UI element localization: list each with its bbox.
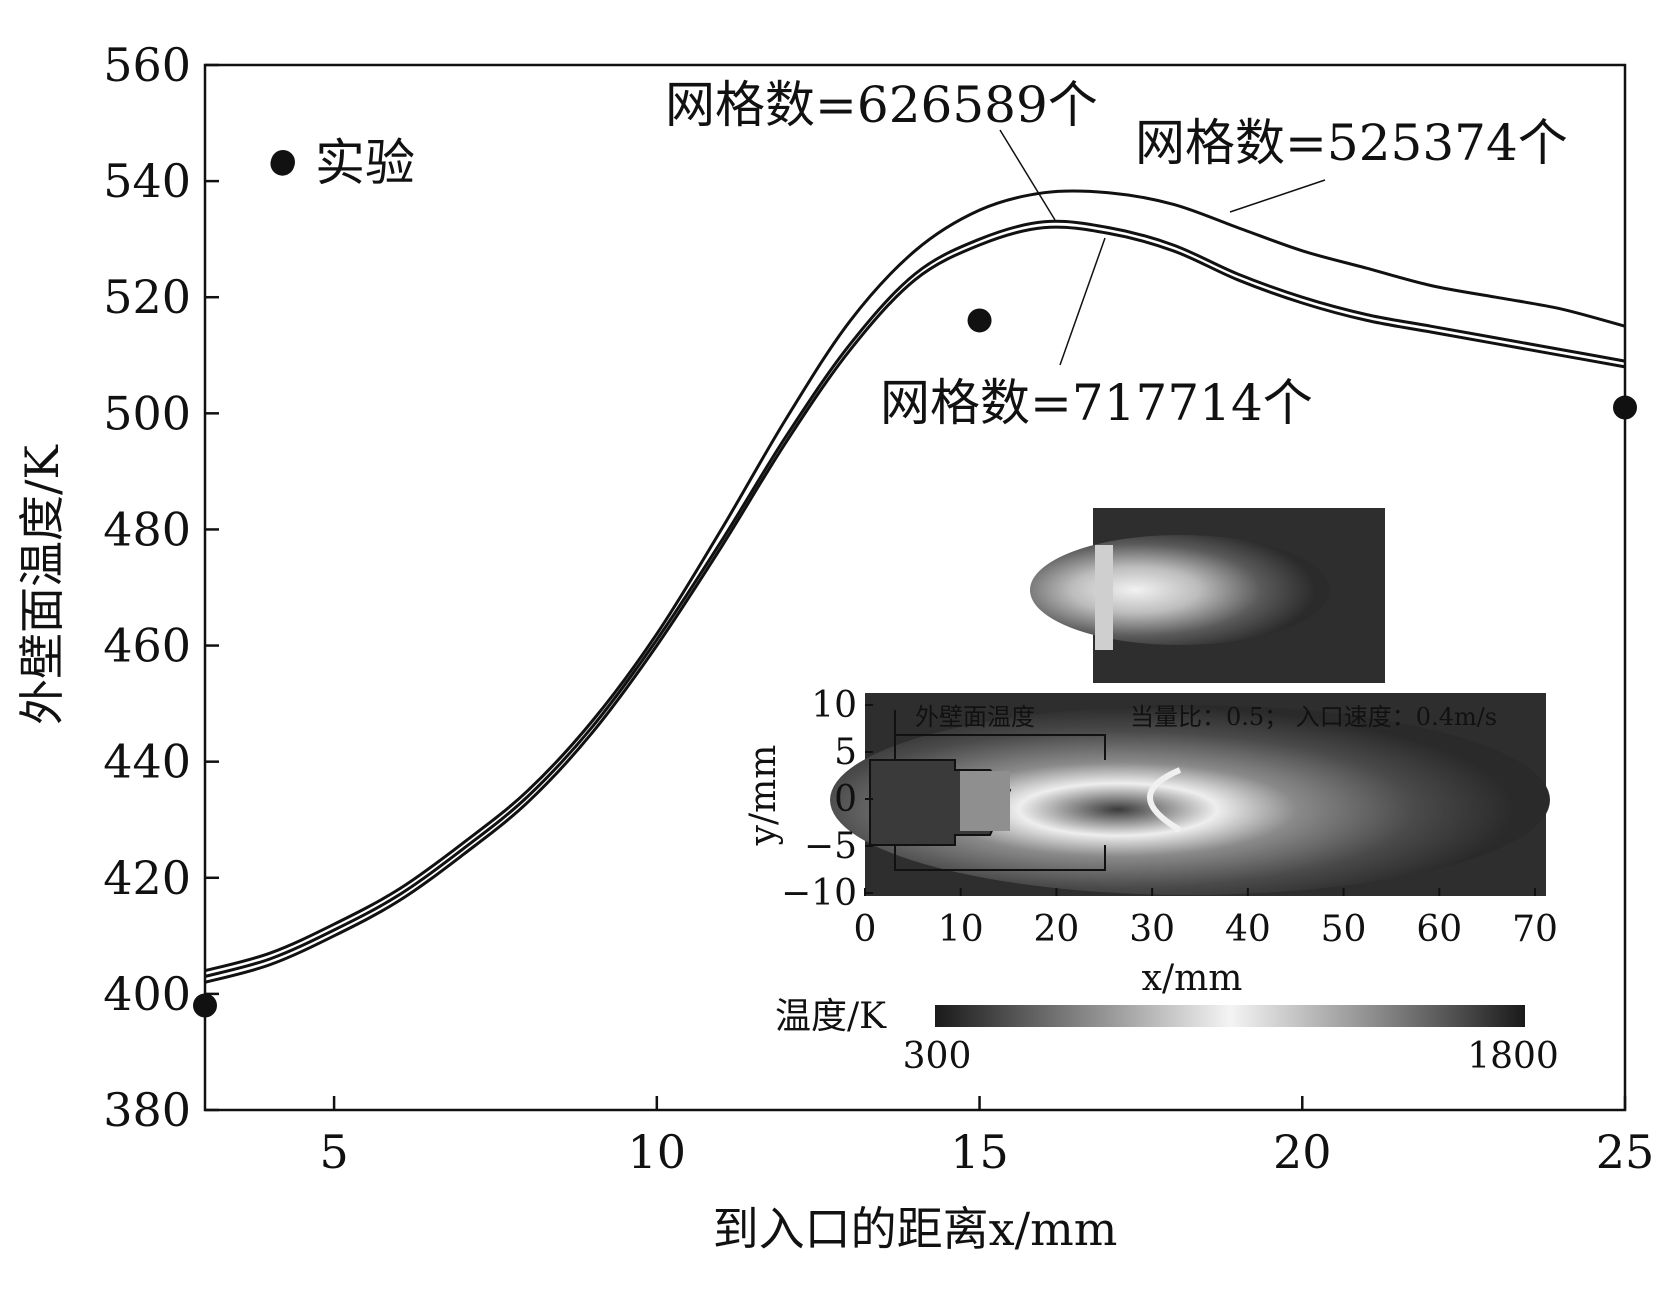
inset-y-tick-label: 0 [834, 779, 857, 820]
inset-wall-annotation: 外壁面温度 [915, 703, 1035, 731]
inset-params-annotation: 当量比：0.5； 入口速度：0.4m/s [1130, 703, 1497, 731]
y-tick-label: 380 [103, 1083, 191, 1137]
inset-x-tick-label: 0 [854, 909, 877, 950]
colorbar [935, 1005, 1525, 1027]
colorbar-label: 温度/K [775, 996, 887, 1037]
y-tick-label: 560 [103, 38, 191, 92]
x-axis-label: 到入口的距离x/mm [713, 1202, 1118, 1256]
experiment-point [193, 993, 217, 1018]
plot-frame [203, 63, 1627, 1112]
inset-y-label: y/mm [743, 745, 784, 847]
y-tick-label: 540 [103, 154, 191, 208]
series-label-525374: 网格数=525374个 [1135, 114, 1568, 172]
x-tick-label: 5 [319, 1125, 348, 1179]
y-tick-label: 520 [103, 270, 191, 324]
y-tick-label: 420 [103, 851, 191, 905]
series-line-1 [204, 219, 1626, 978]
x-tick-label: 15 [950, 1125, 1009, 1179]
x-axis-ticks: 5 10 15 20 25 [319, 1096, 1654, 1179]
series-label-717714: 网格数=717714个 [880, 374, 1313, 432]
y-tick-label: 480 [103, 502, 191, 556]
y-axis-label: 外壁面温度/K [15, 443, 69, 724]
inset-x-label: x/mm [1142, 958, 1243, 999]
inset-x-ticks: 0 10 20 30 40 50 60 70 [854, 888, 1558, 950]
y-axis-ticks: 380 400 420 440 460 480 500 520 540 560 [103, 38, 219, 1137]
series-label-626589: 网格数=626589个 [665, 76, 1098, 134]
inset-x-tick-label: 20 [1034, 909, 1080, 950]
experiment-point [967, 308, 992, 333]
leader-626589 [999, 129, 1056, 221]
colorbar-max: 1800 [1467, 1036, 1559, 1077]
inset-y-tick-label: 10 [811, 685, 857, 726]
inset-main-heatmap [830, 693, 1550, 896]
legend-marker [271, 150, 295, 174]
legend-label: 实验 [315, 134, 415, 192]
inset-y-tick-label: 5 [834, 732, 857, 773]
inset-y-ticks: 10 5 0 −5 −10 [781, 685, 873, 914]
y-tick-label: 460 [103, 619, 191, 673]
x-tick-label: 25 [1596, 1125, 1655, 1179]
series-line-2 [204, 225, 1626, 984]
inset-y-tick-label: −5 [804, 826, 857, 867]
series-line-0 [204, 189, 1626, 973]
inset-y-tick-label: −10 [781, 873, 857, 914]
inset-x-tick-label: 50 [1321, 909, 1367, 950]
inset-x-tick-label: 40 [1225, 909, 1271, 950]
series-lines [204, 189, 1626, 984]
inset-x-tick-label: 70 [1512, 909, 1558, 950]
leader-525374 [1229, 179, 1326, 213]
inset-x-tick-label: 60 [1416, 909, 1462, 950]
inset-top-heatmap [1030, 508, 1385, 683]
y-tick-label: 400 [103, 967, 191, 1021]
colorbar-min: 300 [903, 1036, 972, 1077]
x-tick-label: 10 [628, 1125, 687, 1179]
y-tick-label: 440 [103, 735, 191, 789]
leader-717714 [1059, 237, 1106, 366]
experiment-point [1613, 395, 1637, 420]
y-tick-label: 500 [103, 386, 191, 440]
x-tick-label: 20 [1273, 1125, 1332, 1179]
inset-x-tick-label: 30 [1129, 909, 1175, 950]
inset-x-tick-label: 10 [938, 909, 984, 950]
